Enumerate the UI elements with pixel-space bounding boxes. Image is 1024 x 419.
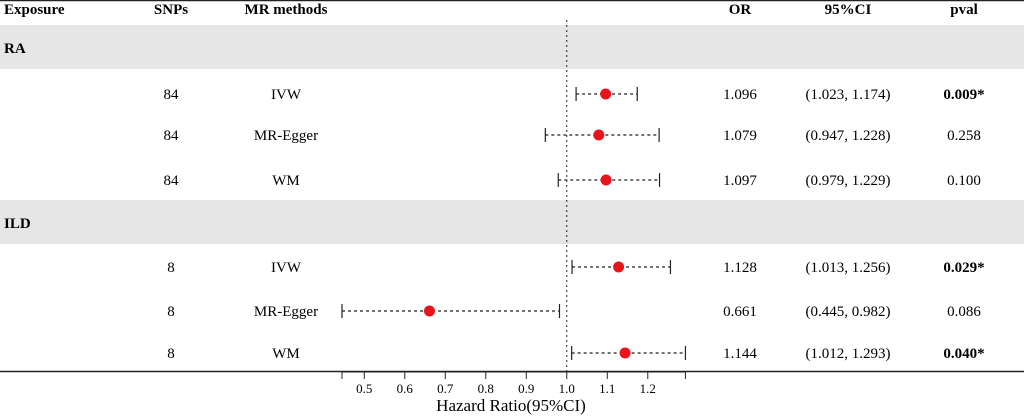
x-axis-label: Hazard Ratio(95%CI) xyxy=(436,396,586,415)
x-tick-label: 0.6 xyxy=(397,381,414,396)
ci-cell: (0.947, 1.228) xyxy=(806,128,891,144)
or-point xyxy=(619,347,631,359)
x-tick-label: 1.0 xyxy=(559,381,575,396)
or-point xyxy=(600,88,612,100)
snps-cell: 8 xyxy=(167,304,175,320)
forest-marks xyxy=(341,87,687,360)
x-tick-label: 1.1 xyxy=(599,381,615,396)
or-point xyxy=(423,305,435,317)
or-cell: 1.097 xyxy=(723,173,757,189)
or-cell: 1.144 xyxy=(723,346,757,362)
pval-cell: 0.040* xyxy=(943,346,984,362)
header-exposure: Exposure xyxy=(4,2,65,18)
x-tick-label: 0.9 xyxy=(518,381,534,396)
snps-cell: 84 xyxy=(164,87,180,103)
method-cell: MR-Egger xyxy=(254,128,318,144)
method-cell: IVW xyxy=(271,260,302,276)
method-cell: WM xyxy=(272,346,300,362)
method-cell: MR-Egger xyxy=(254,304,318,320)
group-label: RA xyxy=(4,41,26,57)
or-cell: 0.661 xyxy=(723,304,757,320)
or-point xyxy=(600,174,612,186)
header-or: OR xyxy=(729,2,752,18)
header-snps: SNPs xyxy=(154,2,188,18)
or-point xyxy=(593,129,605,141)
method-cell: IVW xyxy=(271,87,302,103)
ci-cell: (1.023, 1.174) xyxy=(806,87,891,103)
group-band xyxy=(0,25,1024,69)
header-pval: pval xyxy=(950,2,978,18)
x-axis-ticks: 0.5 0.6 0.7 0.8 0.9 1.0 1.1 1.2 xyxy=(341,372,686,396)
group-label: ILD xyxy=(4,216,31,232)
or-cell: 1.128 xyxy=(723,260,757,276)
ci-cell: (0.979, 1.229) xyxy=(806,173,891,189)
method-cell: WM xyxy=(272,173,300,189)
x-tick-label: 0.8 xyxy=(478,381,494,396)
pval-cell: 0.100 xyxy=(947,173,981,189)
table-rows: RA 84 IVW 1.096 (1.023, 1.174) 0.009* 84 MR-Egg… xyxy=(4,41,985,362)
header-mr-methods: MR methods xyxy=(245,2,328,18)
ci-cell: (1.013, 1.256) xyxy=(806,260,891,276)
pval-cell: 0.086 xyxy=(947,304,981,320)
ci-cell: (0.445, 0.982) xyxy=(806,304,891,320)
group-bands xyxy=(0,25,1024,244)
header-95ci: 95%CI xyxy=(825,2,872,18)
x-tick-label: 0.7 xyxy=(437,381,454,396)
group-band xyxy=(0,200,1024,244)
or-cell: 1.079 xyxy=(723,128,757,144)
snps-cell: 8 xyxy=(167,346,175,362)
snps-cell: 8 xyxy=(167,260,175,276)
pval-cell: 0.029* xyxy=(943,260,984,276)
ci-cell: (1.012, 1.293) xyxy=(806,346,891,362)
x-tick-label: 0.5 xyxy=(356,381,372,396)
x-tick-label: 1.2 xyxy=(640,381,656,396)
snps-cell: 84 xyxy=(164,128,180,144)
snps-cell: 84 xyxy=(164,173,180,189)
or-cell: 1.096 xyxy=(723,87,757,103)
pval-cell: 0.258 xyxy=(947,128,981,144)
pval-cell: 0.009* xyxy=(943,87,984,103)
or-point xyxy=(613,261,625,273)
